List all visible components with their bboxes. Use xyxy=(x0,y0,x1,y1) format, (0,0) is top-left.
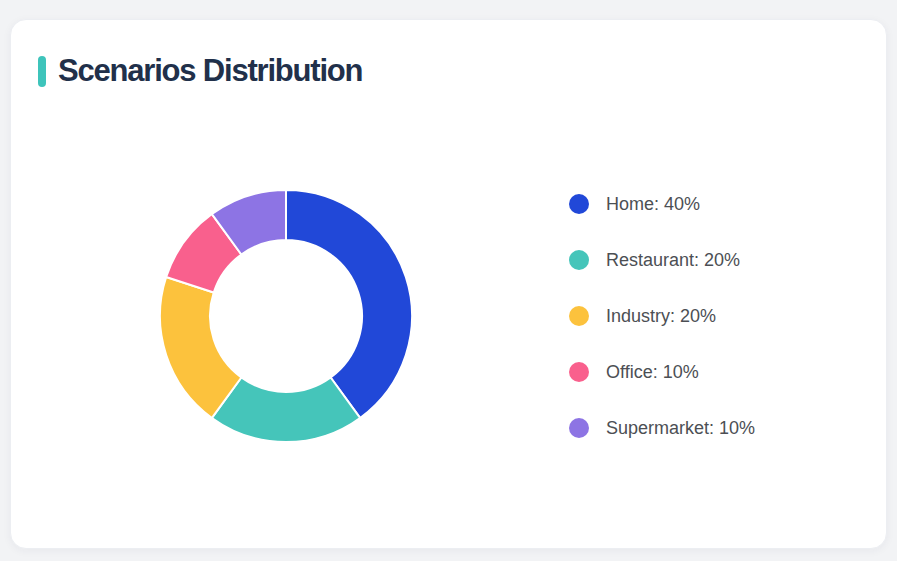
donut-chart xyxy=(151,181,421,451)
legend-label-restaurant: Restaurant: 20% xyxy=(606,250,740,271)
legend-label-home: Home: 40% xyxy=(606,194,700,215)
legend-dot-industry xyxy=(569,306,589,326)
card-title: Scenarios Distribution xyxy=(58,53,362,89)
card-header: Scenarios Distribution xyxy=(38,53,362,89)
scenarios-distribution-card: Scenarios Distribution Home: 40% Restaura… xyxy=(10,19,887,549)
legend-dot-restaurant xyxy=(569,250,589,270)
legend-label-office: Office: 10% xyxy=(606,362,699,383)
legend-label-industry: Industry: 20% xyxy=(606,306,716,327)
legend-dot-office xyxy=(569,362,589,382)
legend-dot-supermarket xyxy=(569,418,589,438)
legend-item-supermarket[interactable]: Supermarket: 10% xyxy=(569,418,755,438)
chart-legend: Home: 40% Restaurant: 20% Industry: 20% Off… xyxy=(569,194,755,438)
legend-item-restaurant[interactable]: Restaurant: 20% xyxy=(569,250,755,270)
legend-dot-home xyxy=(569,194,589,214)
legend-item-office[interactable]: Office: 10% xyxy=(569,362,755,382)
title-accent-bar xyxy=(38,56,46,87)
legend-label-supermarket: Supermarket: 10% xyxy=(606,418,755,439)
pie-segment-home[interactable] xyxy=(286,190,412,418)
legend-item-industry[interactable]: Industry: 20% xyxy=(569,306,755,326)
legend-item-home[interactable]: Home: 40% xyxy=(569,194,755,214)
